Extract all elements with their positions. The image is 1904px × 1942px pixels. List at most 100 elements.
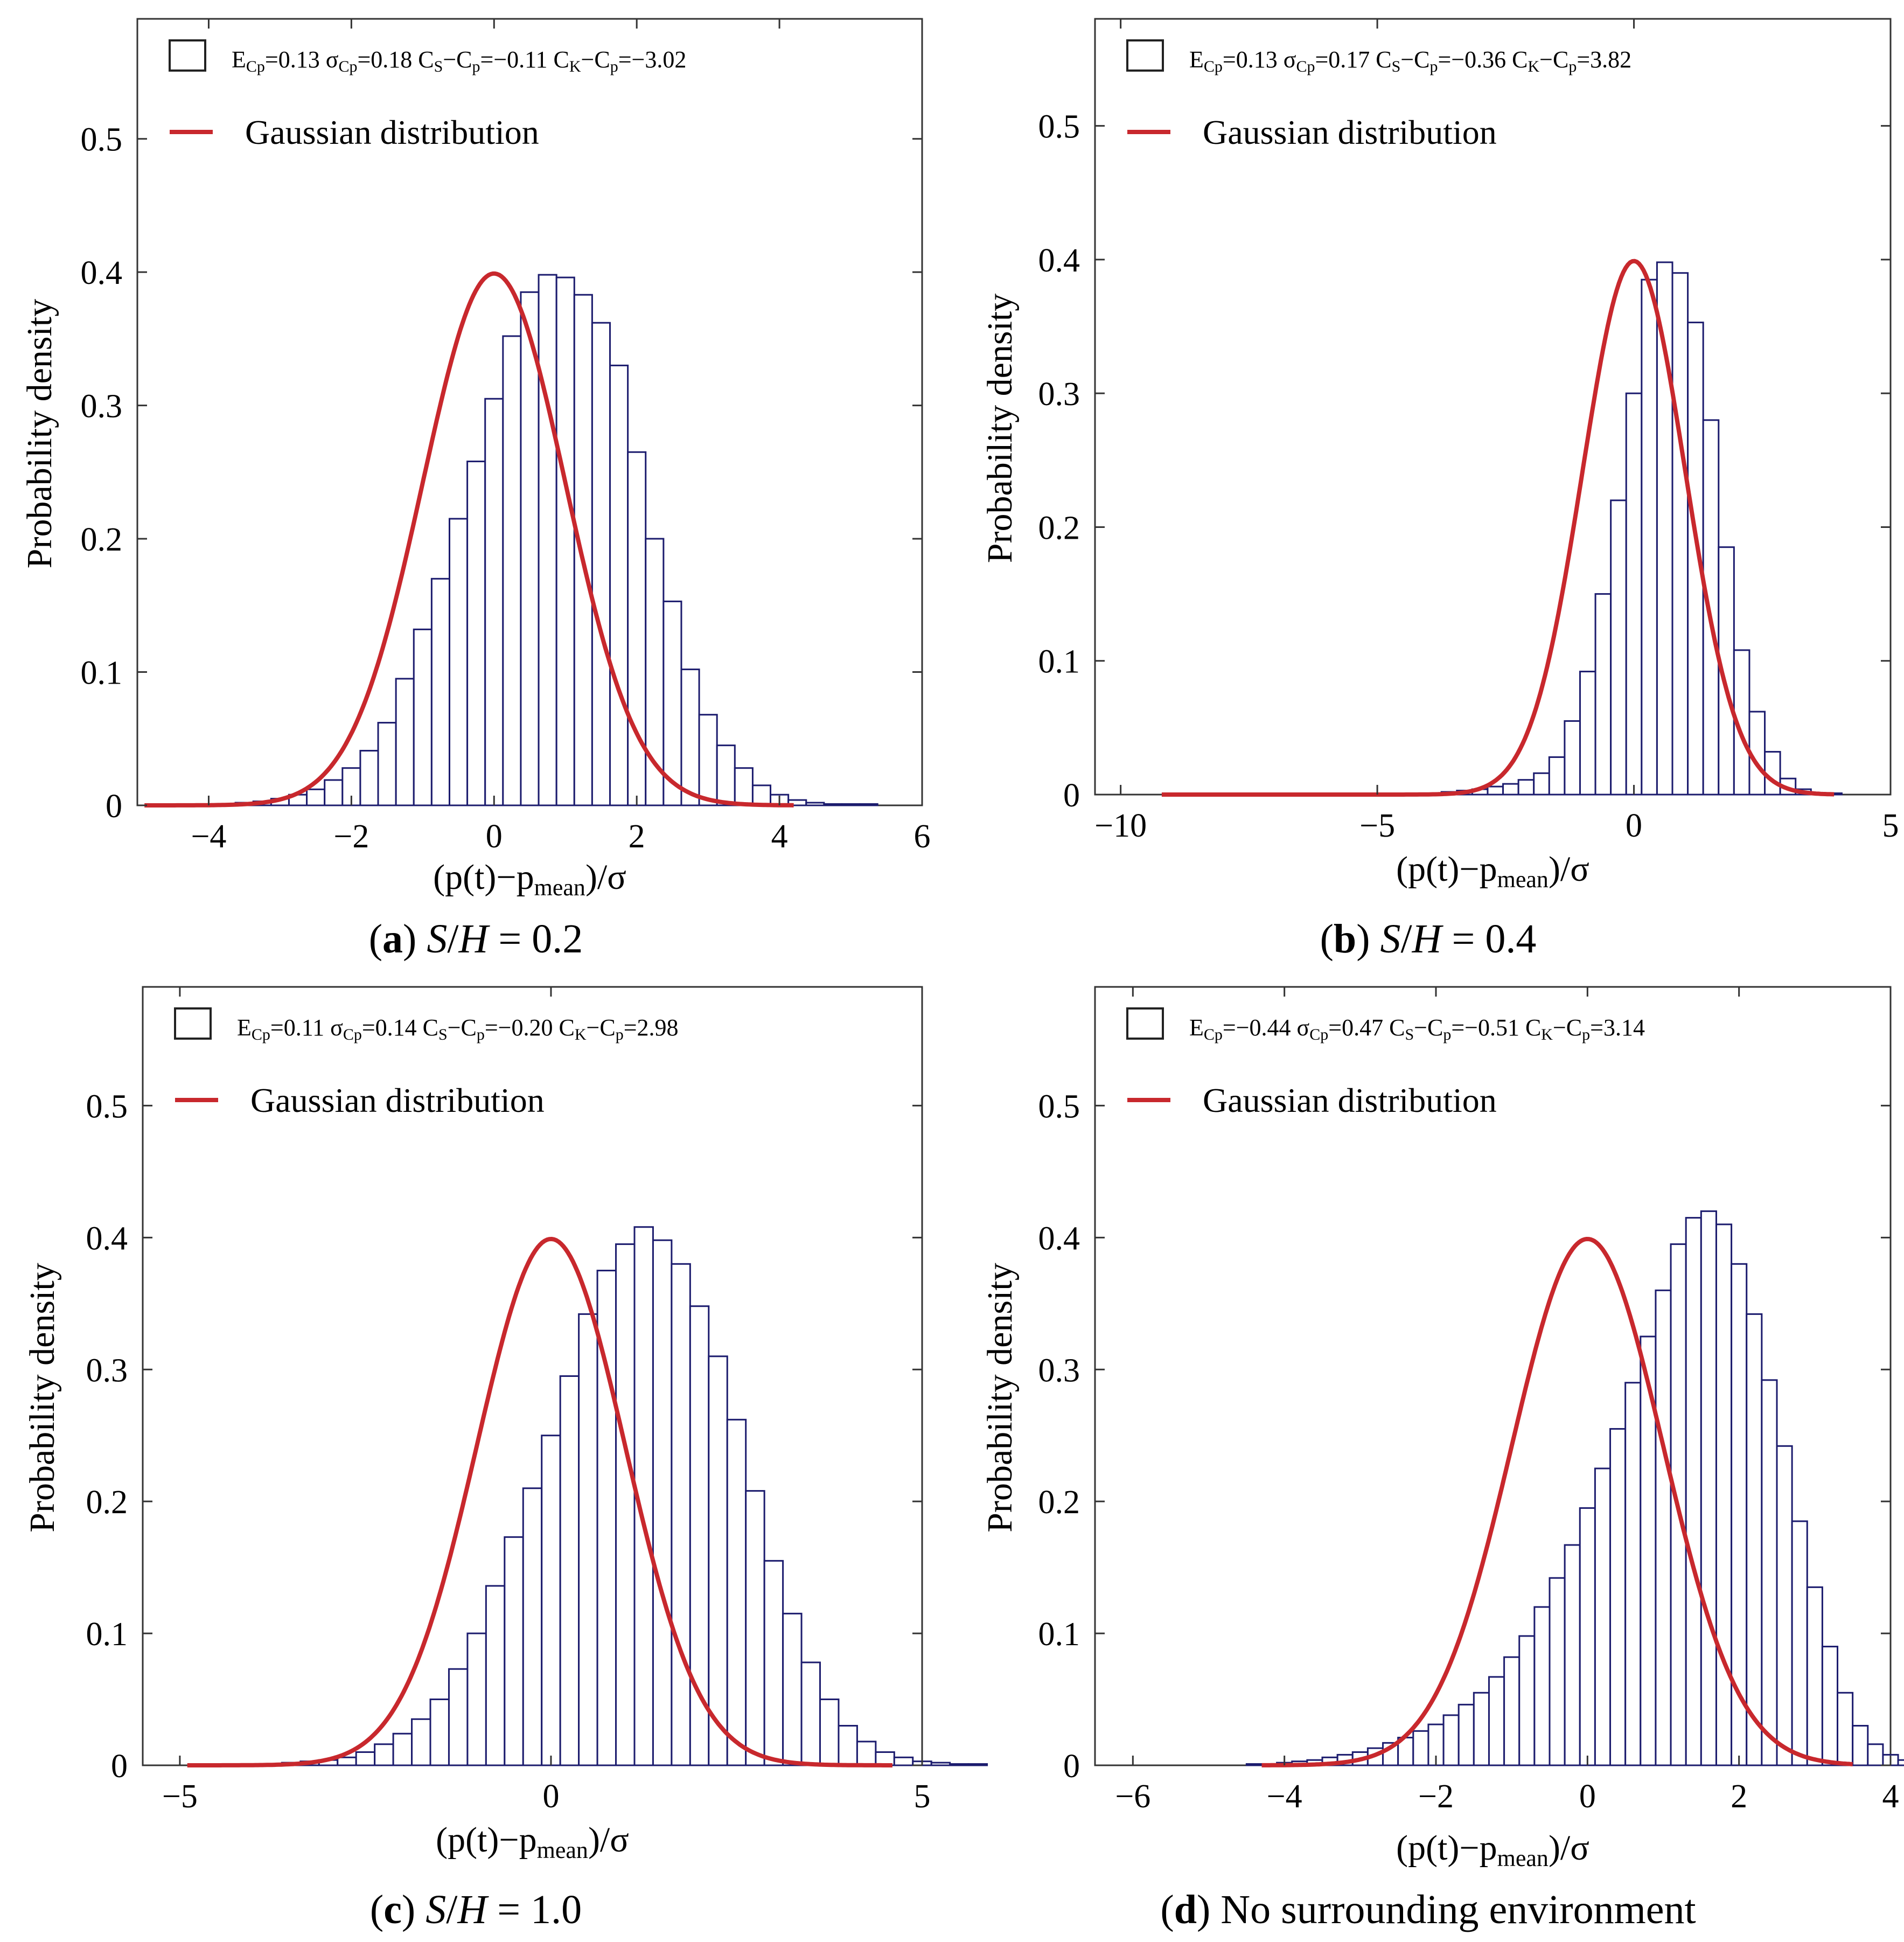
x-tick-label: 5 xyxy=(1882,808,1899,844)
histogram-bar xyxy=(1624,1382,1642,1766)
histogram-bar xyxy=(504,1536,524,1766)
histogram-bar xyxy=(1487,785,1504,796)
legend-gaussian-label: Gaussian distribution xyxy=(245,113,539,151)
histogram-bar xyxy=(1837,1692,1854,1766)
histogram-bar xyxy=(680,669,700,806)
histogram-bar xyxy=(1761,1379,1778,1766)
histogram-bar xyxy=(1594,593,1612,796)
histogram-bar xyxy=(652,1239,673,1766)
y-tick-label: 0.2 xyxy=(1038,510,1080,546)
histogram-bar xyxy=(578,1313,598,1766)
x-tick-label: −2 xyxy=(1418,1778,1454,1815)
chart-b: 0 0.1 0.2 0.3 0.4 0.5 −10 −5 0 5 (p(t)−pmean)/σ Pro… xyxy=(980,18,1899,893)
legend-gaussian-label: Gaussian distribution xyxy=(1203,113,1497,151)
y-axis-label: Probability density xyxy=(23,1263,62,1532)
histogram-bars xyxy=(145,274,878,806)
y-tick-label: 0.2 xyxy=(86,1484,128,1521)
x-axis-label: (p(t)−pmean)/σ xyxy=(436,1820,629,1863)
histogram-bar xyxy=(1502,783,1519,796)
y-tick-label: 0 xyxy=(106,788,122,825)
histogram-bar xyxy=(726,1418,747,1766)
histogram-bar xyxy=(782,1612,803,1766)
histogram-bar xyxy=(930,1762,951,1766)
histogram-bar xyxy=(502,335,522,806)
chart-a: 0 0.1 0.2 0.3 0.4 0.5 −4 −2 0 2 4 6 (p(t)−pmean)/σ Pr… xyxy=(20,18,931,901)
caption-c: (c) S/H = 1.0 xyxy=(369,1887,582,1932)
histogram-bar xyxy=(448,1668,469,1766)
histogram-bar xyxy=(609,364,629,806)
x-tick-label: 2 xyxy=(1731,1778,1747,1815)
histogram-bar xyxy=(448,518,469,806)
legend-stats: ECp=0.13 σCp=0.18 CS−Cp=−0.11 CK−Cp=−3.0… xyxy=(232,46,686,75)
histogram-bar xyxy=(573,294,593,806)
histogram-bar xyxy=(662,600,682,806)
histogram-bar xyxy=(1655,1289,1672,1766)
caption-a: (a) S/H = 0.2 xyxy=(368,916,583,962)
histogram-bar xyxy=(1518,1635,1536,1766)
x-tick-label: 0 xyxy=(542,1778,559,1815)
x-tick-label: −5 xyxy=(162,1778,198,1815)
histogram-bar xyxy=(413,628,433,806)
caption-d: (d) No surrounding environment xyxy=(1160,1887,1696,1932)
histogram-bar xyxy=(430,577,450,806)
y-tick-label: 0.5 xyxy=(1038,1088,1080,1125)
y-tick-label: 0.3 xyxy=(86,1352,128,1389)
histogram-bar xyxy=(429,1699,450,1766)
x-tick-label: 4 xyxy=(771,818,788,855)
histogram-bar xyxy=(591,322,611,806)
y-tick-label: 0.4 xyxy=(1038,1220,1080,1257)
histogram-bar xyxy=(324,779,344,806)
histogram-bar xyxy=(841,803,861,806)
histogram-bar xyxy=(466,1632,487,1766)
histogram-bar xyxy=(466,461,486,806)
y-tick-label: 0 xyxy=(111,1748,128,1785)
histogram-bar xyxy=(555,276,575,806)
histogram-bar xyxy=(1548,756,1566,796)
y-tick-label: 0.3 xyxy=(81,388,123,425)
histogram-bar xyxy=(392,1732,413,1766)
histogram-bar xyxy=(1685,1217,1702,1766)
histogram-bar xyxy=(1442,1714,1460,1766)
histogram-bar xyxy=(1897,1759,1904,1766)
histogram-bar xyxy=(1806,1586,1823,1766)
histogram-bar xyxy=(1594,1467,1612,1766)
legend-histogram-swatch xyxy=(174,1007,212,1040)
histogram-bar xyxy=(1517,779,1535,796)
histogram-bar xyxy=(823,803,843,806)
y-axis-label: Probability density xyxy=(20,299,59,568)
histogram-bar xyxy=(1609,1428,1627,1766)
histogram-bar xyxy=(1549,1577,1566,1766)
histogram-bar xyxy=(541,1435,561,1766)
histogram-bar xyxy=(698,714,718,806)
x-tick-label: 2 xyxy=(629,818,645,855)
histogram-bar xyxy=(1791,1520,1808,1766)
x-tick-label: 5 xyxy=(914,1778,931,1815)
histogram-bar xyxy=(1746,1313,1763,1766)
histogram-bar xyxy=(1473,1692,1490,1766)
panel-a: 0 0.1 0.2 0.3 0.4 0.5 −4 −2 0 2 4 6 (p(t)−pmean)/σ Pr… xyxy=(0,0,952,970)
x-tick-label: −10 xyxy=(1094,808,1147,844)
histogram-bar xyxy=(708,1355,728,1766)
histogram-bar xyxy=(1821,1646,1839,1766)
y-tick-label: 0.3 xyxy=(1038,1352,1080,1389)
histogram-bar xyxy=(751,784,772,806)
histogram-bar xyxy=(411,1718,431,1766)
histogram-bar xyxy=(893,1756,914,1766)
histogram-bar xyxy=(1776,1445,1793,1766)
histogram-bar xyxy=(522,1487,543,1766)
legend-gaussian-label: Gaussian distribution xyxy=(250,1081,545,1119)
legend-histogram-swatch xyxy=(1126,39,1164,72)
histogram-bar xyxy=(1488,1676,1505,1766)
x-axis-label: (p(t)−pmean)/σ xyxy=(433,858,626,901)
x-tick-label: 0 xyxy=(486,818,503,855)
legend-histogram-swatch xyxy=(169,39,206,72)
histogram-bar xyxy=(538,274,557,806)
histogram-bar xyxy=(559,1375,580,1766)
histogram-bar xyxy=(377,722,397,806)
histogram-bar xyxy=(1564,720,1581,796)
histogram-bar xyxy=(615,1243,636,1766)
histogram-bar xyxy=(1700,1210,1717,1766)
histogram-bar xyxy=(485,1585,506,1766)
histogram-bar xyxy=(671,1263,691,1766)
panel-b: 0 0.1 0.2 0.3 0.4 0.5 −10 −5 0 5 (p(t)−pmean)/σ Pro… xyxy=(952,0,1904,970)
